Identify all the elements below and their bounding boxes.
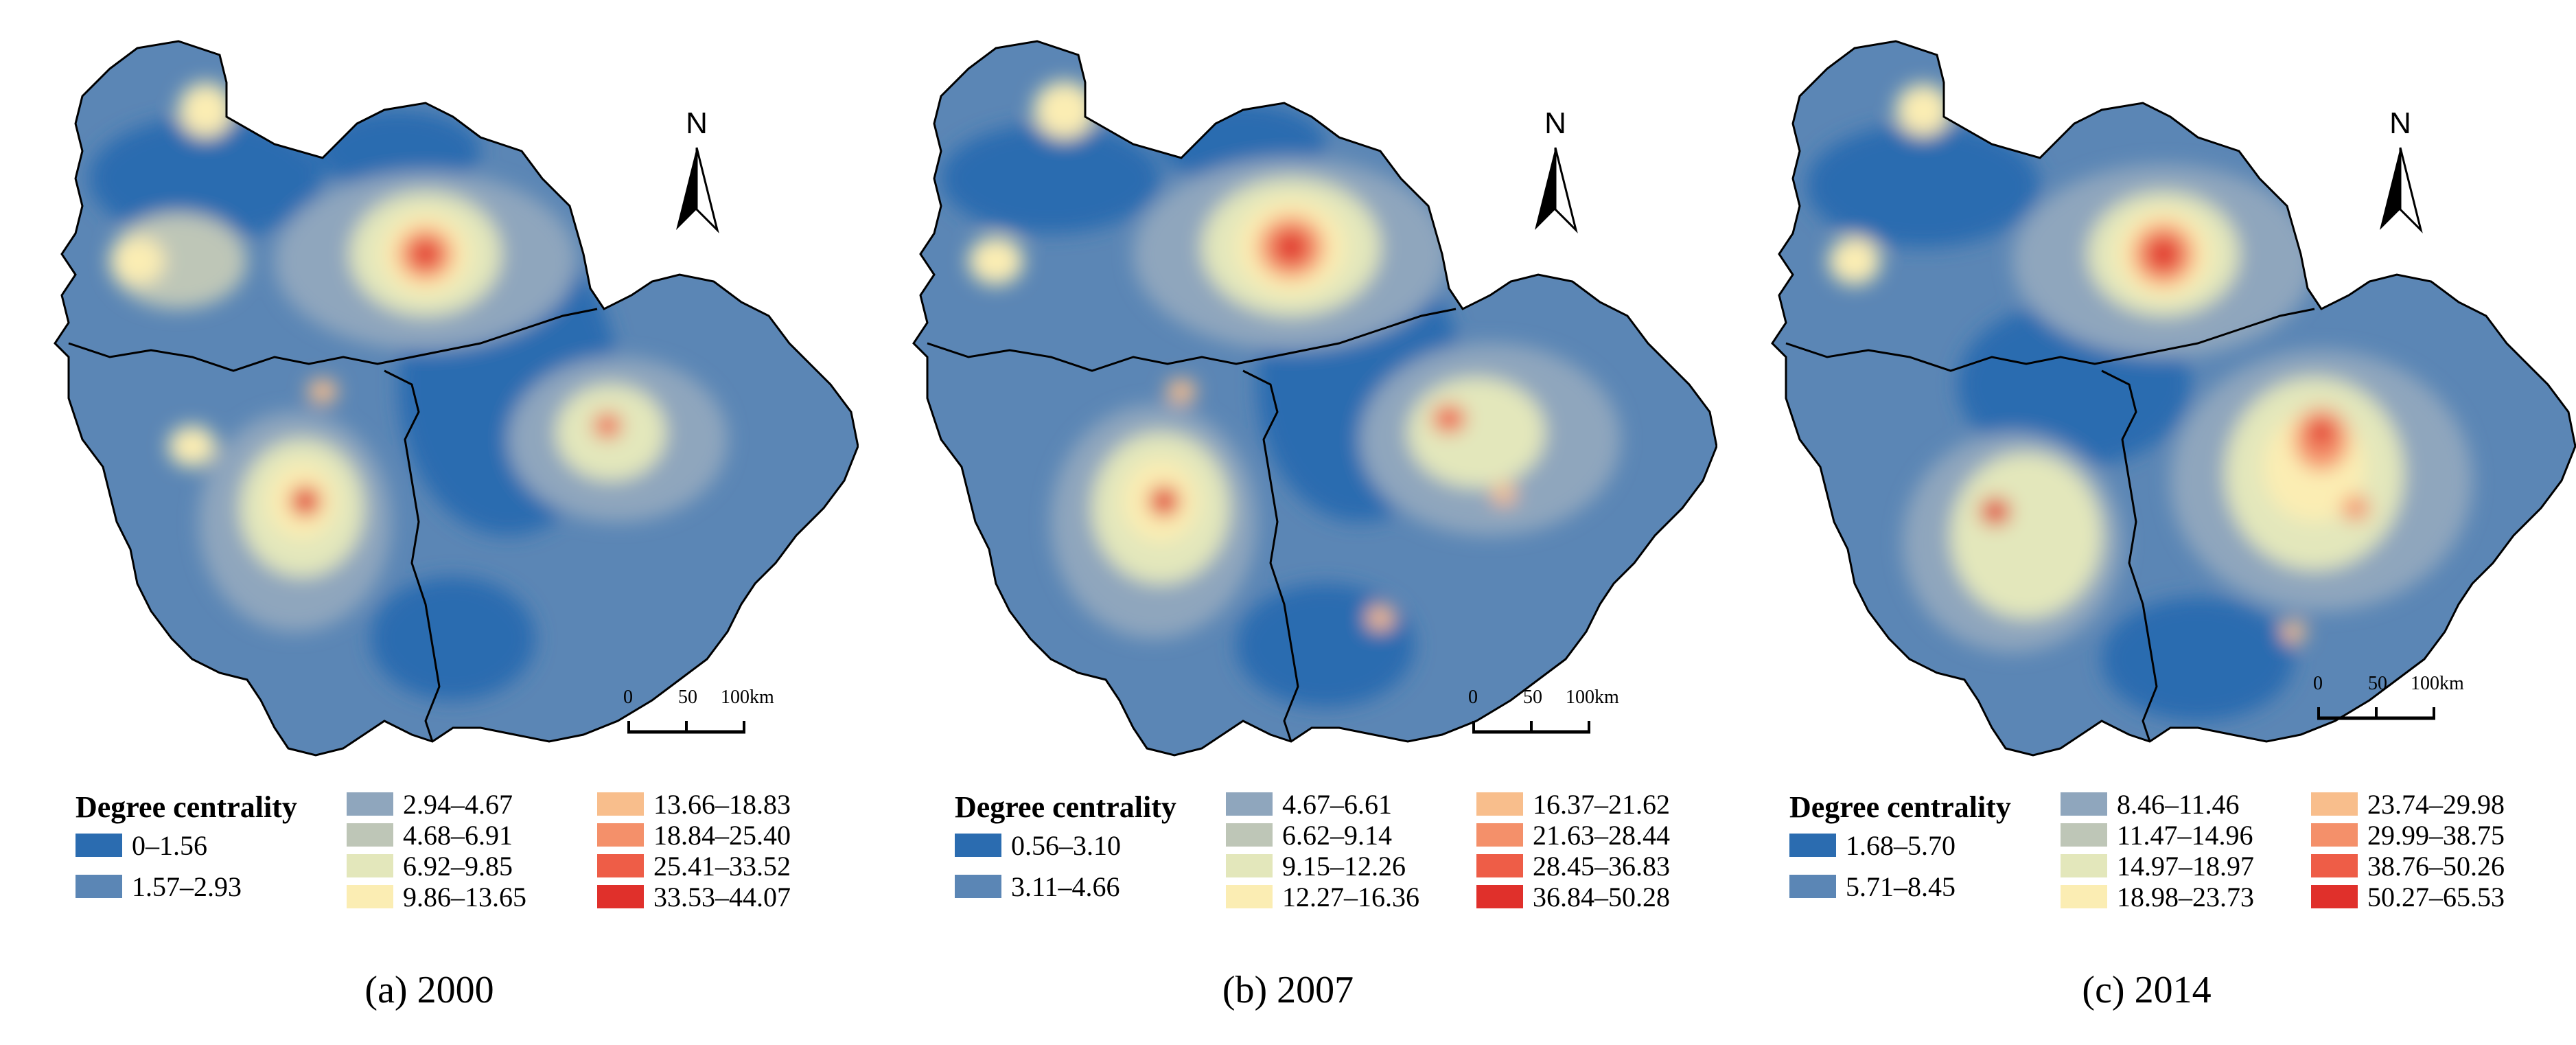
legend-swatch — [2311, 854, 2358, 877]
scale-tick-100: 100km — [721, 687, 774, 708]
legend-label: 5.71–8.45 — [1846, 871, 1956, 902]
scale-bar-line — [627, 721, 745, 734]
legend-swatch — [955, 834, 1001, 857]
map-panel-2007: N 0 50 100km Degree centrality 0.56–3.10… — [859, 0, 1717, 1045]
legend-label: 6.62–9.14 — [1282, 820, 1392, 851]
legend-label: 16.37–21.62 — [1533, 789, 1670, 820]
legend-label: 13.66–18.83 — [653, 789, 791, 820]
legend-label: 4.68–6.91 — [403, 820, 513, 851]
map-panel-2000: N 0 50 100km Degree centrality 0–1.56 1.… — [0, 0, 859, 1045]
heatmap-2007 — [912, 40, 1717, 757]
legend-swatch — [597, 823, 644, 847]
north-arrow-icon — [676, 147, 719, 233]
legend-swatch — [1226, 854, 1273, 877]
legend-label: 1.57–2.93 — [132, 871, 242, 902]
panel-caption: (c) 2014 — [2082, 969, 2212, 1011]
scale-tick-50: 50 — [2368, 673, 2387, 694]
legend-label: 6.92–9.85 — [403, 851, 513, 882]
legend-swatch — [955, 875, 1001, 898]
legend-swatch — [1476, 792, 1523, 816]
north-arrow: N — [2363, 106, 2438, 251]
scale-bar-line — [2317, 707, 2435, 720]
legend-label: 23.74–29.98 — [2367, 789, 2505, 820]
legend-label: 11.47–14.96 — [2117, 820, 2253, 851]
scale-tick-100: 100km — [1566, 687, 1619, 708]
legend-swatch — [1226, 823, 1273, 847]
north-label: N — [1544, 106, 1566, 140]
legend-swatch — [76, 834, 122, 857]
scale-tick-50: 50 — [1523, 687, 1542, 708]
legend-label: 18.98–23.73 — [2117, 882, 2254, 912]
legend-swatch — [2061, 854, 2107, 877]
legend-label: 33.53–44.07 — [653, 882, 791, 912]
legend-title: Degree centrality — [955, 790, 1176, 824]
north-arrow-icon — [2380, 147, 2423, 233]
legend-label: 0–1.56 — [132, 830, 207, 861]
north-label: N — [2389, 106, 2411, 140]
legend-swatch — [347, 792, 393, 816]
scale-bar: 0 50 100km — [618, 687, 824, 748]
panel-caption: (a) 2000 — [364, 969, 494, 1011]
heatmap-2000 — [54, 40, 859, 757]
legend-title: Degree centrality — [76, 790, 297, 824]
legend-swatch — [347, 854, 393, 877]
legend-label: 36.84–50.28 — [1533, 882, 1670, 912]
legend-label: 38.76–50.26 — [2367, 851, 2505, 882]
scale-bar-line — [1472, 721, 1590, 734]
legend-swatch — [1226, 792, 1273, 816]
legend-label: 4.67–6.61 — [1282, 789, 1392, 820]
north-arrow: N — [659, 106, 734, 251]
legend-label: 50.27–65.53 — [2367, 882, 2505, 912]
legend-swatch — [76, 875, 122, 898]
legend-label: 8.46–11.46 — [2117, 789, 2240, 820]
north-label: N — [686, 106, 708, 140]
legend-swatch — [2311, 823, 2358, 847]
legend-swatch — [2061, 823, 2107, 847]
legend-swatch — [1789, 875, 1836, 898]
heatmap-2014 — [1771, 40, 2576, 757]
scale-tick-0: 0 — [2313, 673, 2323, 694]
scale-tick-50: 50 — [678, 687, 697, 708]
legend-label: 1.68–5.70 — [1846, 830, 1956, 861]
legend-label: 25.41–33.52 — [653, 851, 791, 882]
legend-swatch — [2061, 792, 2107, 816]
north-arrow: N — [1518, 106, 1593, 251]
legend-swatch — [597, 854, 644, 877]
legend-swatch — [1476, 854, 1523, 877]
legend-swatch — [1226, 885, 1273, 908]
north-arrow-icon — [1535, 147, 1578, 233]
scale-bar: 0 50 100km — [1463, 687, 1669, 748]
scale-tick-100: 100km — [2411, 673, 2464, 694]
legend-label: 28.45–36.83 — [1533, 851, 1670, 882]
legend-swatch — [347, 823, 393, 847]
legend-swatch — [2311, 885, 2358, 908]
legend-label: 0.56–3.10 — [1011, 830, 1121, 861]
legend-swatch — [2311, 792, 2358, 816]
scale-tick-0: 0 — [623, 687, 633, 708]
legend-label: 9.15–12.26 — [1282, 851, 1406, 882]
legend-label: 29.99–38.75 — [2367, 820, 2505, 851]
legend-swatch — [347, 885, 393, 908]
legend-label: 21.63–28.44 — [1533, 820, 1670, 851]
legend-label: 18.84–25.40 — [653, 820, 791, 851]
legend-label: 3.11–4.66 — [1011, 871, 1120, 902]
panel-caption: (b) 2007 — [1222, 969, 1354, 1011]
scale-bar: 0 50 100km — [2308, 673, 2514, 735]
legend-swatch — [597, 885, 644, 908]
legend-title: Degree centrality — [1789, 790, 2011, 824]
scale-tick-0: 0 — [1468, 687, 1478, 708]
legend-swatch — [1789, 834, 1836, 857]
legend-swatch — [597, 792, 644, 816]
legend-swatch — [2061, 885, 2107, 908]
legend-label: 2.94–4.67 — [403, 789, 513, 820]
legend-swatch — [1476, 823, 1523, 847]
legend-label: 9.86–13.65 — [403, 882, 526, 912]
legend-label: 12.27–16.36 — [1282, 882, 1419, 912]
legend-swatch — [1476, 885, 1523, 908]
map-panel-2014: N 0 50 100km Degree centrality 1.68–5.70… — [1717, 0, 2576, 1045]
legend-label: 14.97–18.97 — [2117, 851, 2254, 882]
